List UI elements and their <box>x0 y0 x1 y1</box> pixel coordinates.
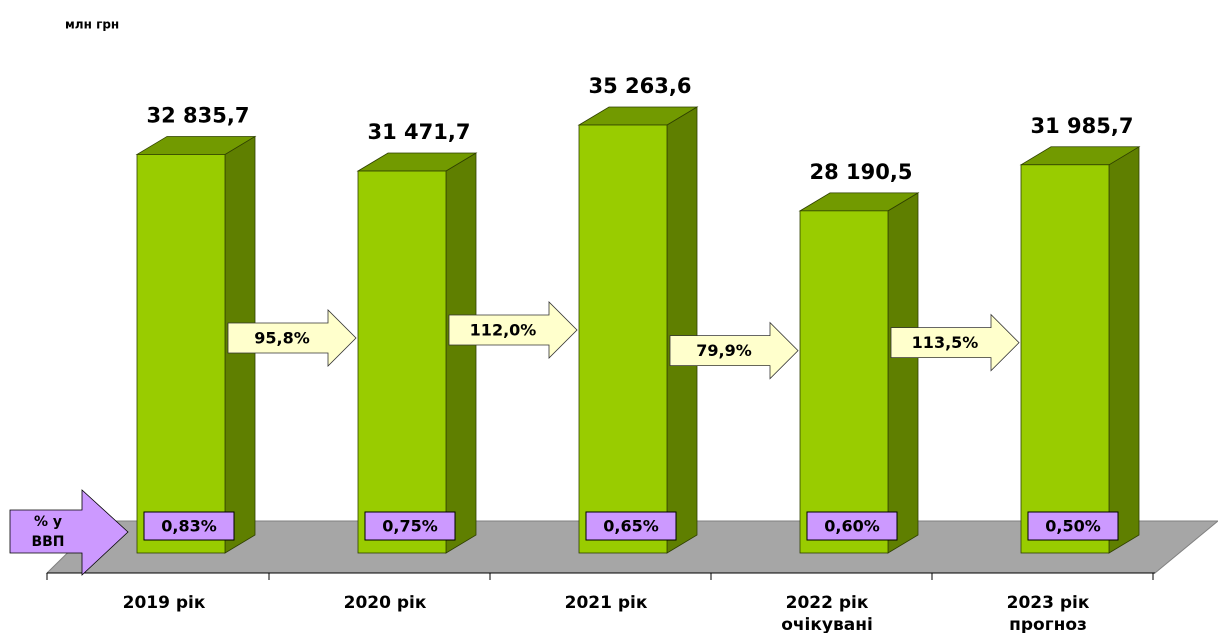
x-tick-label-line: 2020 рік <box>344 593 427 613</box>
growth-arrow <box>227 309 357 367</box>
x-tick-label: 2019 рік <box>123 593 206 613</box>
gdp-share-title-line: % у <box>34 514 62 530</box>
unit-label: млн грн <box>65 18 119 32</box>
bar <box>135 135 257 554</box>
bar-front <box>799 210 889 554</box>
x-tick-label: 2021 рік <box>565 593 648 613</box>
gdp-arrow <box>9 489 129 576</box>
bar-front <box>1020 164 1110 554</box>
bar-front <box>578 124 668 554</box>
growth-label: 113,5% <box>912 333 979 352</box>
bar-side <box>1108 146 1140 554</box>
bar-side <box>887 192 919 554</box>
x-tick-label-line: 2019 рік <box>123 593 206 613</box>
value-label: 28 190,5 <box>810 160 913 184</box>
gdp-share-box <box>1027 511 1119 541</box>
bar <box>356 152 478 554</box>
gdp-share-label: 0,50% <box>1045 517 1101 536</box>
bar-side <box>445 152 477 554</box>
value-label: 31 985,7 <box>1031 114 1134 138</box>
x-tick-label: 2022 рік очікувані <box>781 593 873 633</box>
x-tick-label-line: очікувані <box>781 615 873 633</box>
value-label: 32 835,7 <box>147 103 250 127</box>
growth-arrow <box>669 321 799 380</box>
gdp-share-label: 0,75% <box>382 517 438 536</box>
gdp-share-title-line: ВВП <box>31 534 64 550</box>
x-tick-label: 2023 рік прогноз <box>1007 593 1090 633</box>
bar <box>1019 146 1141 554</box>
growth-arrow <box>890 313 1020 372</box>
bar-front <box>357 170 447 554</box>
x-tick-label-line: 2023 рік <box>1007 593 1090 613</box>
gdp-share-box <box>143 511 235 541</box>
gdp-share-box <box>585 511 677 541</box>
bar <box>798 192 920 554</box>
growth-arrow <box>448 301 578 359</box>
gdp-share-title: % у ВВП <box>31 514 64 550</box>
x-tick-label-line: 2021 рік <box>565 593 648 613</box>
x-tick-label-line: прогноз <box>1009 615 1087 633</box>
x-tick-label-line: 2022 рік <box>786 593 869 613</box>
growth-label: 79,9% <box>696 341 752 360</box>
x-tick-label: 2020 рік <box>344 593 427 613</box>
gdp-share-box <box>806 511 898 541</box>
value-label: 35 263,6 <box>589 74 692 98</box>
growth-label: 95,8% <box>254 328 310 347</box>
growth-label: 112,0% <box>470 320 537 339</box>
gdp-share-label: 0,83% <box>161 517 217 536</box>
bar-front <box>136 154 226 554</box>
gdp-share-label: 0,60% <box>824 517 880 536</box>
gdp-share-label: 0,65% <box>603 517 659 536</box>
gdp-share-box <box>364 511 456 541</box>
value-label: 31 471,7 <box>368 120 471 144</box>
bar <box>577 106 699 554</box>
bar-side <box>666 106 698 554</box>
